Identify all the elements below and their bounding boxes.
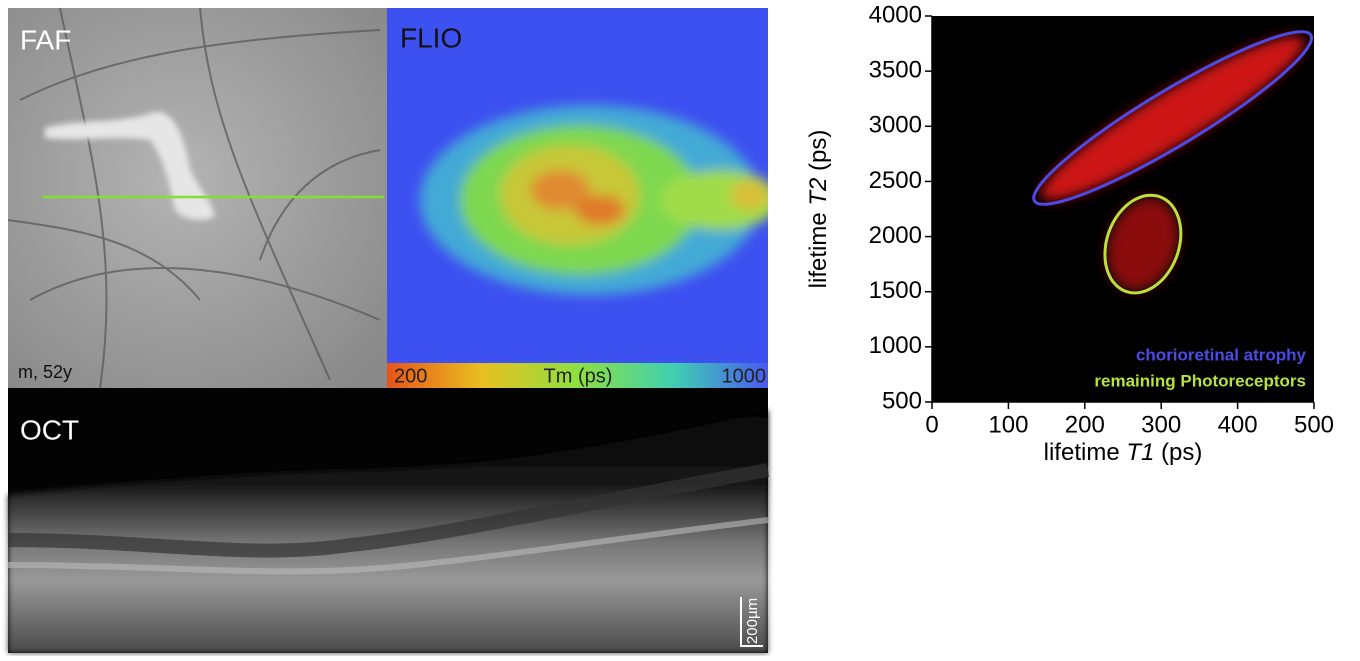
legend-label: remaining Photoreceptors — [1094, 371, 1306, 390]
x-tick-label: 300 — [1141, 411, 1181, 438]
panel-caption: m, 52y — [18, 362, 72, 382]
y-axis-label-part: (ps) — [805, 130, 832, 178]
x-tick-label: 100 — [988, 411, 1028, 438]
legend-label: chorioretinal atrophy — [1136, 345, 1307, 364]
colorbar-title: Tm (ps) — [544, 365, 613, 387]
y-tick-label: 1500 — [869, 277, 922, 304]
y-axis-label-part: lifetime — [805, 206, 832, 289]
x-tick-label: 200 — [1065, 411, 1105, 438]
flio-panel: FLIO 200 Tm (ps) 1000 — [387, 8, 780, 388]
figure: FAF m, 52y FLIO 200 Tm (ps) 1000 OCT 200… — [0, 0, 1360, 656]
y-tick-label: 3000 — [869, 112, 922, 139]
x-tick-label: 0 — [925, 411, 938, 438]
y-tick-label: 2000 — [869, 222, 922, 249]
y-tick-label: 500 — [882, 387, 922, 414]
colorbar-min: 200 — [394, 365, 427, 387]
y-tick-label: 1000 — [869, 332, 922, 359]
x-tick-label: 400 — [1218, 411, 1258, 438]
panel-label: OCT — [20, 414, 79, 445]
y-axis-label-part: T2 — [805, 178, 832, 206]
y-axis-label: lifetime T2 (ps) — [805, 130, 832, 289]
x-tick-label: 500 — [1294, 411, 1334, 438]
y-tick-label: 4000 — [869, 1, 922, 28]
oct-panel: OCT 200µm — [8, 388, 768, 653]
scatter-chart: chorioretinal atrophy remaining Photorece… — [805, 1, 1334, 466]
y-tick-label: 3500 — [869, 56, 922, 83]
panel-label: FAF — [20, 24, 71, 55]
scalebar-label: 200µm — [744, 598, 761, 644]
page: FAF m, 52y FLIO 200 Tm (ps) 1000 OCT 200… — [0, 0, 1360, 656]
colorbar-max: 1000 — [722, 365, 767, 387]
y-tick-label: 2500 — [869, 167, 922, 194]
panel-label: FLIO — [400, 22, 462, 53]
x-axis-label-part: lifetime — [1044, 439, 1127, 466]
x-axis-label-part: T1 — [1126, 439, 1154, 466]
faf-panel: FAF m, 52y — [8, 8, 387, 388]
x-axis-label-part: (ps) — [1154, 439, 1202, 466]
x-axis-label: lifetime T1 (ps) — [1044, 439, 1203, 466]
